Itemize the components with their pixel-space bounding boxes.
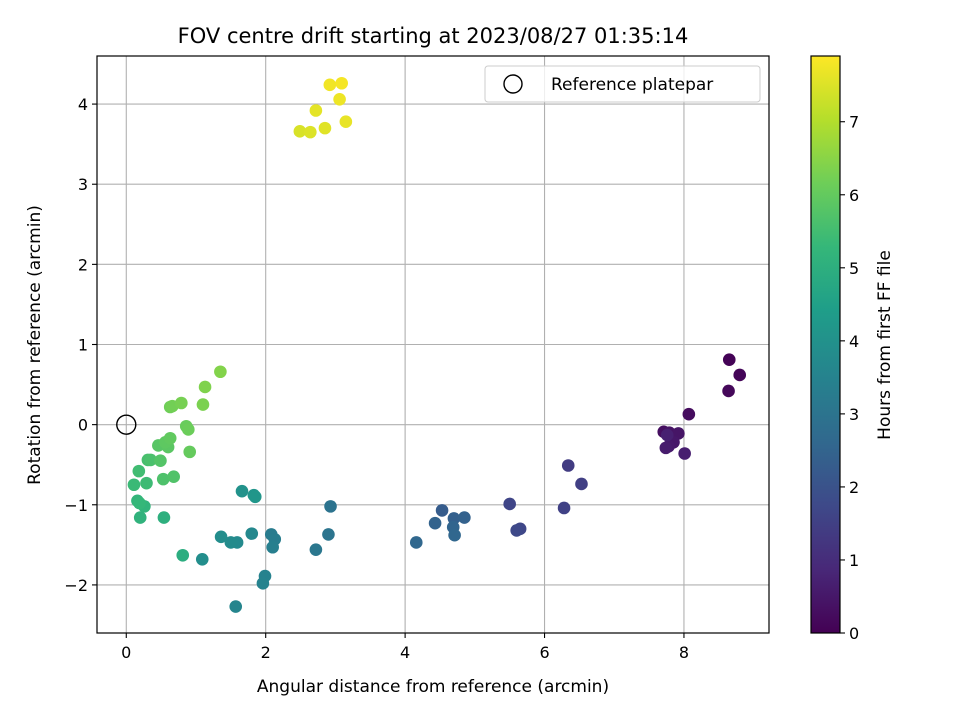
data-point [195, 552, 209, 566]
y-axis-label: Rotation from reference (arcmin) [25, 205, 45, 485]
data-point [324, 500, 337, 513]
data-point [318, 121, 332, 135]
data-point [722, 353, 736, 367]
data-point [224, 536, 238, 549]
data-point [132, 464, 146, 478]
data-point [245, 527, 259, 540]
data-point [127, 478, 141, 492]
data-point [154, 454, 167, 468]
x-tick-label: 4 [400, 643, 410, 662]
data-point [659, 441, 673, 455]
data-point [198, 380, 212, 394]
axis-ticks: 0 2 4 6 8 −2 −1 0 1 2 3 4 [64, 95, 689, 662]
x-axis-label: Angular distance from reference (arcmin) [257, 677, 609, 697]
data-point [293, 125, 307, 138]
colorbar-tick-label: 7 [849, 113, 859, 132]
data-point [503, 497, 516, 511]
legend-box [484, 65, 761, 103]
data-point [510, 524, 523, 537]
chart-title: FOV centre drift starting at 2023/08/27 … [178, 24, 689, 48]
data-point [557, 501, 571, 515]
data-points [116, 76, 747, 613]
data-point [458, 511, 471, 524]
data-point [163, 431, 177, 445]
y-tick-label: 1 [78, 336, 88, 355]
colorbar-ticks: 0 1 2 3 4 5 6 7 [840, 113, 859, 643]
data-point [339, 115, 353, 129]
data-point [183, 445, 197, 459]
x-tick-label: 6 [539, 643, 549, 662]
data-point [428, 516, 442, 530]
data-point [214, 530, 228, 544]
data-point [322, 528, 335, 541]
data-point [256, 577, 270, 590]
data-point [133, 496, 146, 510]
reference-platepar-marker [116, 414, 137, 435]
colorbar-tick-label: 2 [849, 478, 859, 497]
plot-frame [96, 55, 770, 634]
data-point [182, 423, 195, 436]
data-point [167, 470, 180, 484]
data-point [733, 368, 747, 382]
data-point [144, 453, 157, 467]
x-tick-label: 0 [121, 643, 131, 662]
data-point [140, 476, 153, 490]
data-point [196, 398, 210, 411]
y-tick-label: −1 [64, 496, 88, 515]
data-point [266, 540, 279, 554]
colorbar-gradient [810, 55, 841, 634]
y-tick-label: 0 [78, 416, 88, 435]
data-point [214, 365, 227, 379]
x-tick-label: 8 [679, 643, 689, 662]
legend-entry-label: Reference platepar [551, 75, 713, 95]
grid [97, 56, 769, 633]
legend-marker-open-circle [503, 74, 523, 94]
colorbar-tick-label: 0 [849, 624, 859, 643]
legend: Reference platepar [484, 65, 761, 103]
data-point [309, 104, 323, 117]
y-tick-label: 2 [78, 255, 88, 274]
data-point [235, 484, 249, 498]
colorbar-tick-label: 5 [849, 259, 859, 278]
data-point [575, 477, 588, 491]
data-point [660, 428, 674, 442]
data-point [335, 76, 348, 90]
data-point [248, 490, 262, 504]
data-point [678, 447, 691, 460]
data-point [176, 548, 190, 562]
colorbar-label: Hours from first FF file [875, 250, 895, 440]
data-point [682, 407, 696, 421]
colorbar-tick-label: 4 [849, 332, 859, 351]
y-tick-label: 3 [78, 175, 88, 194]
data-point [323, 78, 337, 92]
data-point [448, 528, 461, 542]
data-point [157, 511, 171, 524]
data-point [229, 600, 243, 613]
data-point [561, 459, 575, 472]
data-point [435, 504, 449, 517]
data-point [722, 384, 735, 398]
y-tick-label: −2 [64, 576, 88, 595]
data-point [409, 536, 423, 549]
data-point [309, 543, 323, 556]
colorbar-tick-label: 6 [849, 186, 859, 205]
data-point [133, 511, 147, 524]
data-point [304, 125, 317, 139]
colorbar-tick-label: 1 [849, 551, 859, 570]
colorbar-tick-label: 3 [849, 405, 859, 424]
colorbar: 0 1 2 3 4 5 6 7 Hours from first FF file [810, 55, 895, 643]
x-tick-label: 2 [261, 643, 271, 662]
data-point [175, 396, 188, 410]
y-tick-label: 4 [78, 95, 88, 114]
data-point [156, 472, 170, 486]
data-point [333, 92, 346, 106]
